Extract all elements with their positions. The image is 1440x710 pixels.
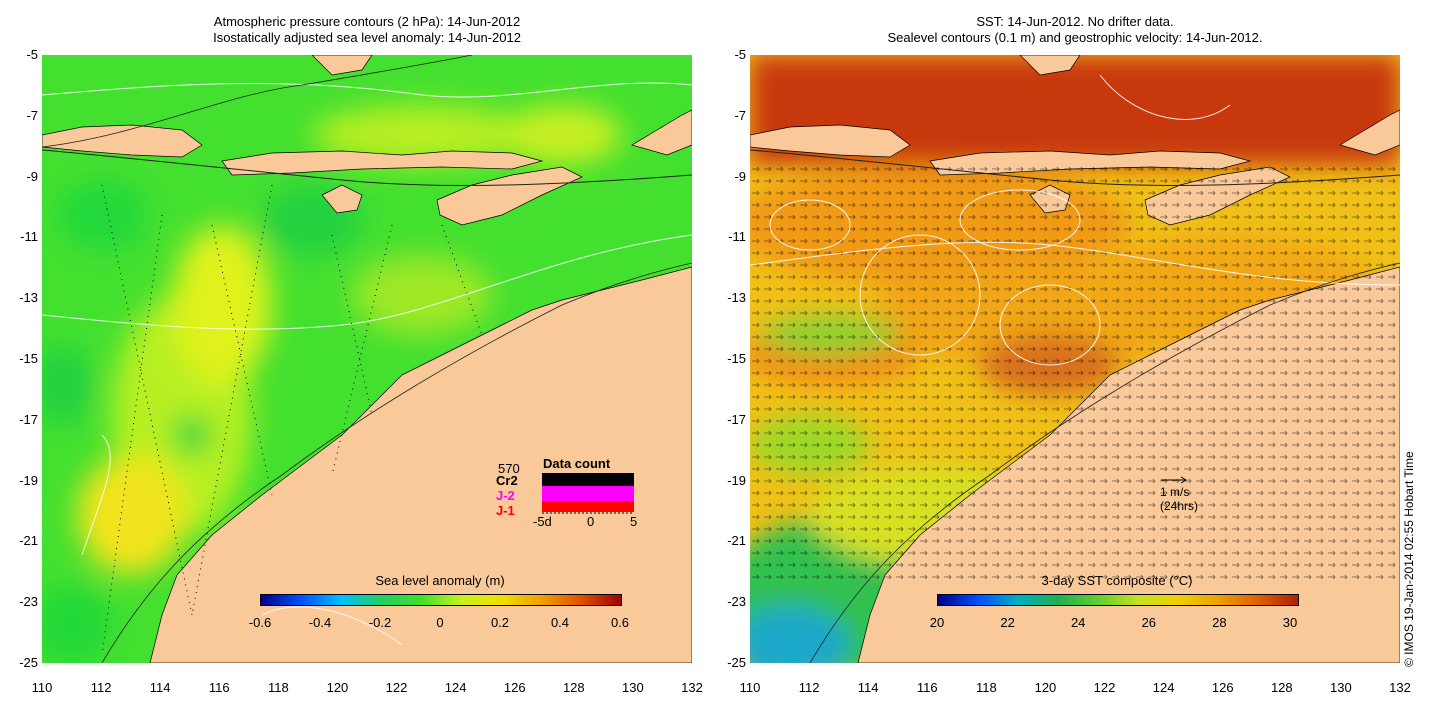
left-x-tick-6: 122 [385,680,408,695]
left-x-tick-9: 128 [562,680,585,695]
left-y-tick-6: -17 [19,411,38,427]
left-y-tick-5: -15 [19,351,38,366]
data-count-title: Data count [543,456,611,471]
velocity-scale-arrow [1161,476,1187,484]
data-count-chart [542,473,634,514]
data-count-mission-2: J-1 [496,503,515,518]
right-x-tick-6: 122 [1093,680,1116,695]
right-map [750,55,1400,663]
left-x-tick-11: 132 [681,680,703,695]
pressure-contours [42,82,692,646]
sealevel-contours [750,74,1400,366]
data-count-mission-1: J-2 [496,488,515,503]
left-colorbar-tick-2: -0.2 [368,615,392,630]
right-x-tick-10: 130 [1330,680,1352,695]
left-x-tick-4: 118 [267,680,289,695]
right-x-tick-1: 112 [798,680,820,695]
left-title-line1: Atmospheric pressure contours (2 hPa): 1… [213,14,521,29]
left-title-line2: Isostatically adjusted sea level anomaly… [213,30,521,45]
right-x-tick-2: 114 [857,680,879,695]
right-y-tick-10: -25 [727,655,746,670]
right-colorbar-tick-1: 22 [1000,615,1015,630]
copyright-notice: © IMOS 19-Jan-2014 02:55 Hobart Time [1402,451,1416,667]
data-count-axis-1: 0 [587,514,595,529]
altimeter-tracks [101,184,483,656]
left-x-tick-10: 130 [622,680,644,695]
right-y-tick-4: -13 [727,290,746,306]
right-x-tick-9: 128 [1270,680,1293,695]
right-colorbar-tick-3: 26 [1141,615,1157,630]
left-x-tick-3: 116 [208,680,230,695]
right-x-tick-4: 118 [975,680,997,695]
right-x-tick-5: 120 [1034,680,1057,695]
left-colorbar-tick-1: -0.4 [308,615,332,630]
left-colorbar-tick-4: 0.2 [490,615,510,630]
left-y-tick-4: -13 [19,290,38,306]
data-count-axis-2: 5 [630,514,638,529]
right-x-tick-11: 132 [1389,680,1411,695]
right-x-tick-8: 126 [1211,680,1234,695]
left-colorbar-tick-3: 0 [436,615,444,630]
right-y-tick-6: -17 [727,411,746,427]
left-y-tick-3: -11 [20,229,38,245]
left-x-tick-0: 110 [31,680,53,695]
right-y-tick-2: -9 [734,168,746,184]
sla-anomaly-blobs [42,105,622,663]
left-x-tick-7: 124 [444,680,467,695]
right-y-tick-9: -23 [727,594,746,610]
left-y-tick-2: -9 [26,168,38,184]
right-colorbar-tick-0: 20 [929,615,945,630]
left-y-tick-10: -25 [19,655,38,670]
left-isobath [101,262,692,663]
data-count-total: 570 [498,461,520,476]
left-map [42,55,692,663]
right-colorbar-tick-2: 24 [1070,615,1086,630]
right-colorbar [937,594,1299,606]
right-colorbar-tick-5: 30 [1282,615,1298,630]
right-x-tick-0: 110 [739,680,761,695]
right-y-tick-3: -11 [728,229,746,245]
right-x-tick-7: 124 [1152,680,1175,695]
right-title-line2: Sealevel contours (0.1 m) and geostrophi… [887,30,1263,45]
left-y-tick-7: -19 [19,472,38,488]
left-shelf-line [42,149,692,186]
left-land [42,55,692,663]
left-colorbar-tick-6: 0.6 [610,615,630,630]
left-y-tick-0: -5 [26,47,38,62]
left-x-tick-5: 120 [326,680,349,695]
left-colorbar-title: Sea level anomaly (m) [375,573,505,588]
velocity-scale-label: 1 m/s [1160,485,1190,499]
left-x-tick-1: 112 [90,680,112,695]
right-y-tick-1: -7 [734,107,746,123]
right-y-tick-5: -15 [727,351,746,366]
left-colorbar-tick-0: -0.6 [248,615,272,630]
right-isobath [809,262,1400,663]
right-colorbar-tick-4: 28 [1212,615,1227,630]
right-y-tick-0: -5 [734,47,746,62]
left-y-tick-9: -23 [19,594,38,610]
right-title-line1: SST: 14-Jun-2012. No drifter data. [976,14,1174,29]
left-y-tick-8: -21 [19,533,38,549]
right-x-tick-3: 116 [916,680,938,695]
data-count-axis-0: -5d [533,514,552,529]
left-x-tick-2: 114 [149,680,171,695]
data-count-mission-0: Cr2 [496,473,518,488]
right-y-tick-7: -19 [727,472,746,488]
left-y-tick-1: -7 [26,107,38,123]
left-x-tick-8: 126 [503,680,526,695]
left-colorbar-tick-5: 0.4 [550,615,570,630]
right-colorbar-title: 3-day SST composite (°C) [1041,573,1193,588]
left-colorbar [260,594,622,606]
right-y-tick-8: -21 [727,533,746,549]
geostrophic-velocity-arrows [750,165,1400,585]
velocity-scale-sublabel: (24hrs) [1160,499,1199,513]
